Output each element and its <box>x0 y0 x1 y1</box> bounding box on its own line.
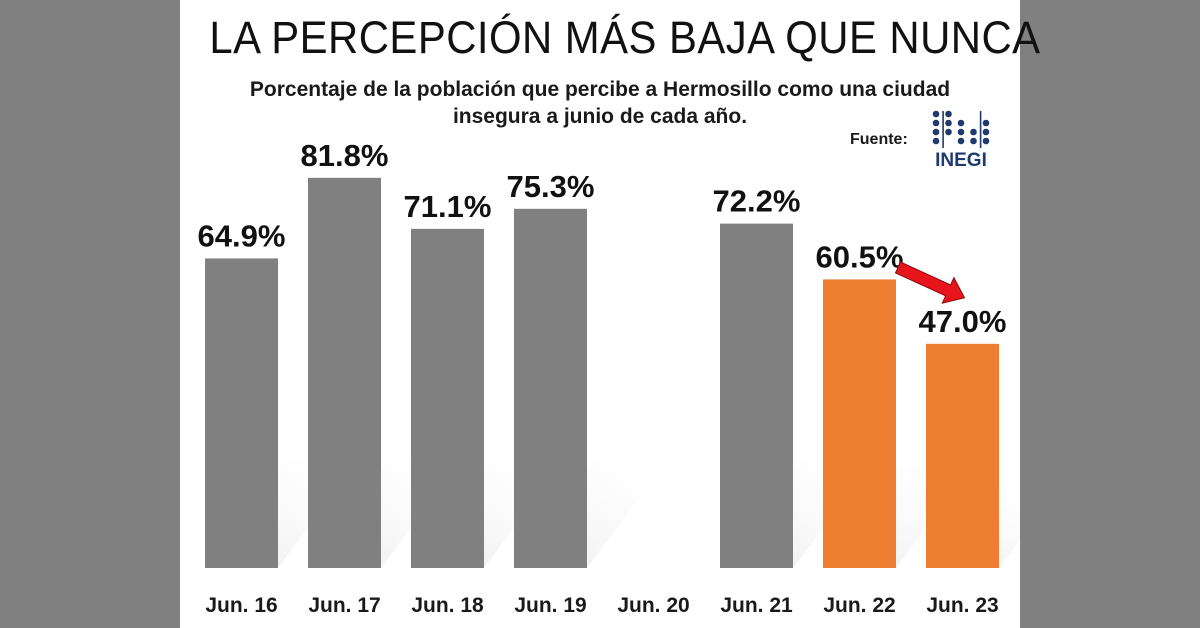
logo-bar <box>979 111 982 148</box>
x-tick-label-jun-22: Jun. 22 <box>823 594 895 617</box>
data-labels: 64.9% 81.8% 71.1% 75.3% 72.2% 60.5% 47.0% <box>198 138 1007 339</box>
data-label-jun-21: 72.2% <box>713 184 801 219</box>
logo-dot <box>945 128 952 136</box>
x-tick-label-jun-19: Jun. 19 <box>514 594 586 617</box>
bar-jun-17 <box>308 177 381 568</box>
chart-panel: LA PERCEPCIÓN MÁS BAJA QUE NUNCA Porcent… <box>180 0 1041 628</box>
logo-dot <box>957 128 965 136</box>
bar-chart: 64.9% 81.8% 71.1% 75.3% 72.2% 60.5% 47.0% Jun.… <box>198 138 1020 617</box>
x-tick-label-jun-17: Jun. 17 <box>308 594 380 617</box>
x-tick-label-jun-16: Jun. 16 <box>205 594 277 617</box>
logo-bar <box>942 111 944 148</box>
x-tick-label-jun-21: Jun. 21 <box>720 594 793 617</box>
bar-jun-21 <box>720 223 793 568</box>
source-label: Fuente: <box>850 131 908 148</box>
data-label-jun-18: 71.1% <box>404 189 492 224</box>
inegi-logo-text: INEGI <box>935 150 987 170</box>
logo-dot <box>970 137 977 145</box>
logo-dot <box>932 128 940 136</box>
logo-dot <box>982 137 990 145</box>
logo-dot <box>932 110 940 118</box>
bar-jun-23 <box>926 343 999 568</box>
x-tick-label-jun-23: Jun. 23 <box>926 594 998 617</box>
logo-dot <box>945 119 952 127</box>
data-label-jun-23: 47.0% <box>919 304 1007 339</box>
bar-jun-16 <box>205 258 278 568</box>
chart-subtitle: Porcentaje de la población que percibe a… <box>249 78 951 128</box>
bar-series <box>205 177 999 568</box>
logo-dot <box>932 119 940 127</box>
x-tick-label-jun-18: Jun. 18 <box>411 594 484 617</box>
inegi-logo-icon: INEGI <box>932 110 990 170</box>
logo-dot <box>957 137 965 145</box>
decline-arrow-icon <box>894 261 966 304</box>
chart-annotations <box>894 261 966 304</box>
bar-jun-18 <box>411 228 484 568</box>
data-label-jun-16: 64.9% <box>198 218 286 253</box>
logo-dot <box>932 137 940 145</box>
logo-dot <box>957 119 965 127</box>
logo-dot <box>970 128 977 136</box>
x-axis-tick-labels: Jun. 16 Jun. 17 Jun. 18 Jun. 19 Jun. 20 Jun. … <box>205 594 998 617</box>
chart-title: LA PERCEPCIÓN MÁS BAJA QUE NUNCA <box>209 12 1041 63</box>
x-tick-label-jun-20: Jun. 20 <box>617 594 689 617</box>
bar-jun-19 <box>514 208 587 568</box>
logo-dot <box>945 110 952 118</box>
data-label-jun-22: 60.5% <box>816 239 904 274</box>
data-label-jun-19: 75.3% <box>507 169 595 204</box>
data-label-jun-17: 81.8% <box>301 138 389 173</box>
inegi-logo-dots <box>932 110 990 148</box>
bar-jun-22 <box>823 279 896 568</box>
logo-dot <box>982 119 990 127</box>
logo-dot <box>982 128 990 136</box>
